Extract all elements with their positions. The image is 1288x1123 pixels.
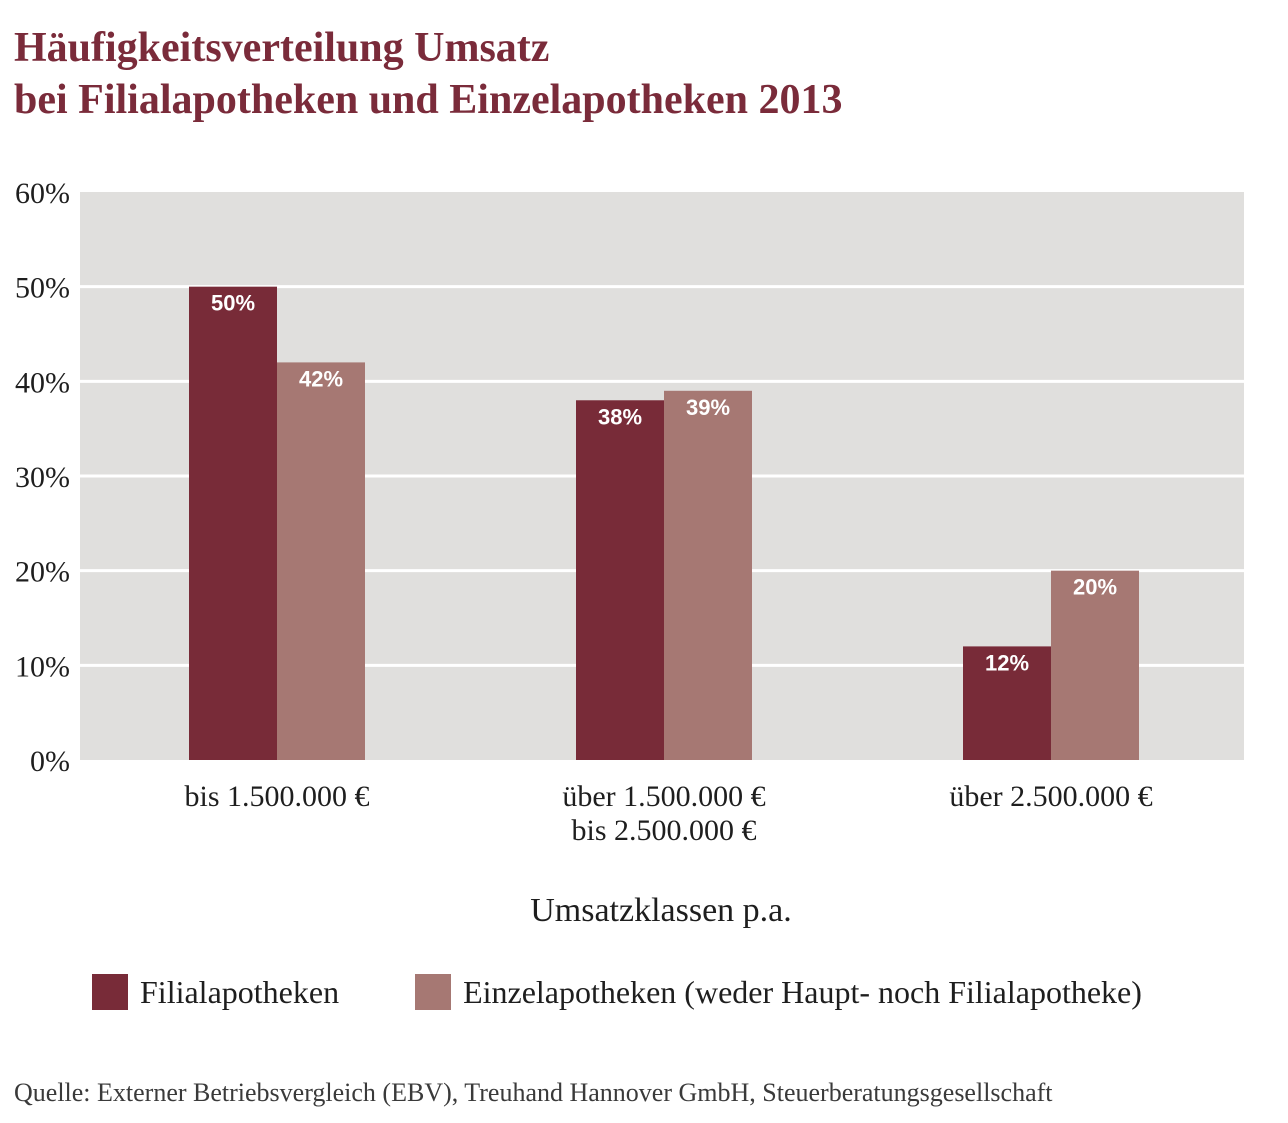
bar-chart: 0% 10% 20% 30% 40% 50% 60% 50% 38% 12% 42% 39% 20% bi… xyxy=(15,177,1244,847)
data-label: 42% xyxy=(299,366,343,391)
x-axis-title: Umsatzklassen p.a. xyxy=(530,892,792,929)
legend-item-filialapotheken: Filialapotheken xyxy=(92,974,339,1011)
chart-title: Häufigkeitsverteilung Umsatz bei Filiala… xyxy=(14,22,1254,126)
bar xyxy=(1051,570,1139,760)
bar xyxy=(963,646,1051,760)
source-note: Quelle: Externer Betriebsvergleich (EBV)… xyxy=(14,1078,1053,1107)
y-tick-label: 30% xyxy=(15,461,70,494)
chart-title-line-2: bei Filialapotheken und Einzelapotheken … xyxy=(14,77,843,123)
y-tick-label: 10% xyxy=(15,650,70,683)
y-tick-label: 60% xyxy=(15,177,70,210)
y-tick-label: 20% xyxy=(15,556,70,589)
y-tick-label: 50% xyxy=(15,272,70,305)
chart-title-line-1: Häufigkeitsverteilung Umsatz xyxy=(14,25,550,71)
data-label: 20% xyxy=(1073,575,1117,600)
category-label: bis 1.500.000 € xyxy=(184,780,369,813)
category-label: über 1.500.000 € xyxy=(562,780,765,813)
legend: Filialapotheken Einzelapotheken (weder H… xyxy=(92,970,1218,1014)
bar xyxy=(576,400,664,760)
legend-label-einzelapotheken: Einzelapotheken (weder Haupt- noch Filia… xyxy=(463,973,1142,1010)
category-label: bis 2.500.000 € xyxy=(571,814,756,847)
data-label: 12% xyxy=(985,650,1029,675)
legend-swatch-filialapotheken xyxy=(92,974,128,1010)
data-label: 39% xyxy=(686,395,730,420)
category-label: über 2.500.000 € xyxy=(949,780,1152,813)
legend-swatch-einzelapotheken xyxy=(415,974,452,1010)
y-tick-label: 0% xyxy=(30,745,70,778)
legend-item-einzelapotheken: Einzelapotheken (weder Haupt- noch Filia… xyxy=(415,974,1142,1011)
bar xyxy=(189,286,277,760)
bar xyxy=(664,390,752,760)
bar xyxy=(277,362,365,760)
y-tick-label: 40% xyxy=(15,366,70,399)
data-label: 50% xyxy=(211,291,255,316)
legend-label-filialapotheken: Filialapotheken xyxy=(140,973,340,1010)
data-label: 38% xyxy=(598,404,642,429)
